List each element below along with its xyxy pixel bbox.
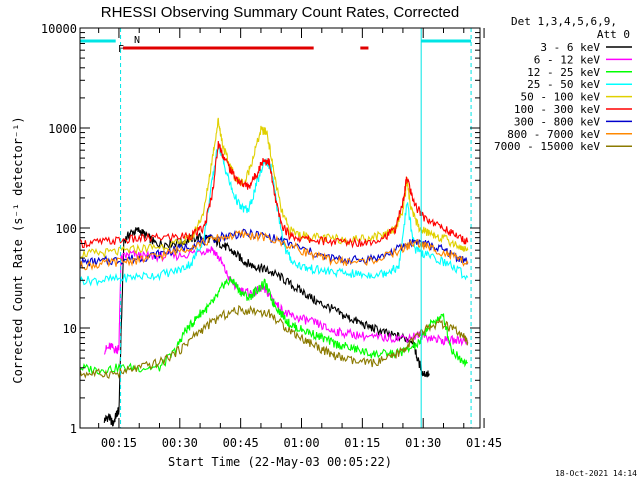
series-line bbox=[79, 144, 469, 287]
legend-label: 800 - 7000 keV bbox=[507, 128, 600, 141]
legend-header-line-2: Att 0 bbox=[597, 28, 630, 41]
y-axis-title: Corrected Count Rate (s⁻¹ detector⁻¹) bbox=[11, 116, 25, 383]
y-tick-label: 10000 bbox=[41, 22, 77, 36]
series-line bbox=[103, 227, 430, 427]
legend-label: 25 - 50 keV bbox=[527, 78, 600, 91]
x-tick-label: 00:30 bbox=[162, 436, 198, 450]
series-line bbox=[79, 117, 469, 259]
legend-label: 7000 - 15000 keV bbox=[494, 140, 600, 153]
y-tick-label: 1000 bbox=[48, 122, 77, 136]
y-tick-label: 100 bbox=[55, 222, 77, 236]
x-tick-label: 01:30 bbox=[405, 436, 441, 450]
flare-flag-label: F bbox=[118, 44, 124, 55]
legend-label: 12 - 25 keV bbox=[527, 66, 600, 79]
x-tick-label: 01:45 bbox=[466, 436, 502, 450]
x-axis-title: Start Time (22-May-03 00:05:22) bbox=[168, 455, 392, 469]
legend-label: 50 - 100 keV bbox=[521, 91, 601, 104]
y-tick-label: 1 bbox=[70, 422, 77, 436]
x-tick-label: 00:45 bbox=[223, 436, 259, 450]
plot-area: NF 1 10 100 1000 10000 00:15 00:30 00:45 01:00 01:… bbox=[41, 22, 502, 450]
series-line bbox=[79, 276, 468, 375]
x-tick-label: 01:15 bbox=[344, 436, 380, 450]
legend-label: 300 - 800 keV bbox=[514, 115, 600, 128]
series-line bbox=[79, 140, 469, 249]
legend-label: 6 - 12 keV bbox=[534, 53, 601, 66]
y-tick-label: 10 bbox=[63, 322, 77, 336]
chart-title: RHESSI Observing Summary Count Rates, Co… bbox=[101, 4, 459, 21]
footer-timestamp: 18-Oct-2021 14:14 bbox=[555, 469, 637, 478]
x-tick-label: 01:00 bbox=[283, 436, 319, 450]
x-tick-label: 00:15 bbox=[101, 436, 137, 450]
legend-header-line-1: Det 1,3,4,5,6,9, bbox=[511, 15, 617, 28]
night-flag-label: N bbox=[134, 35, 140, 46]
legend-label: 3 - 6 keV bbox=[540, 41, 600, 54]
legend-label: 100 - 300 keV bbox=[514, 103, 600, 116]
